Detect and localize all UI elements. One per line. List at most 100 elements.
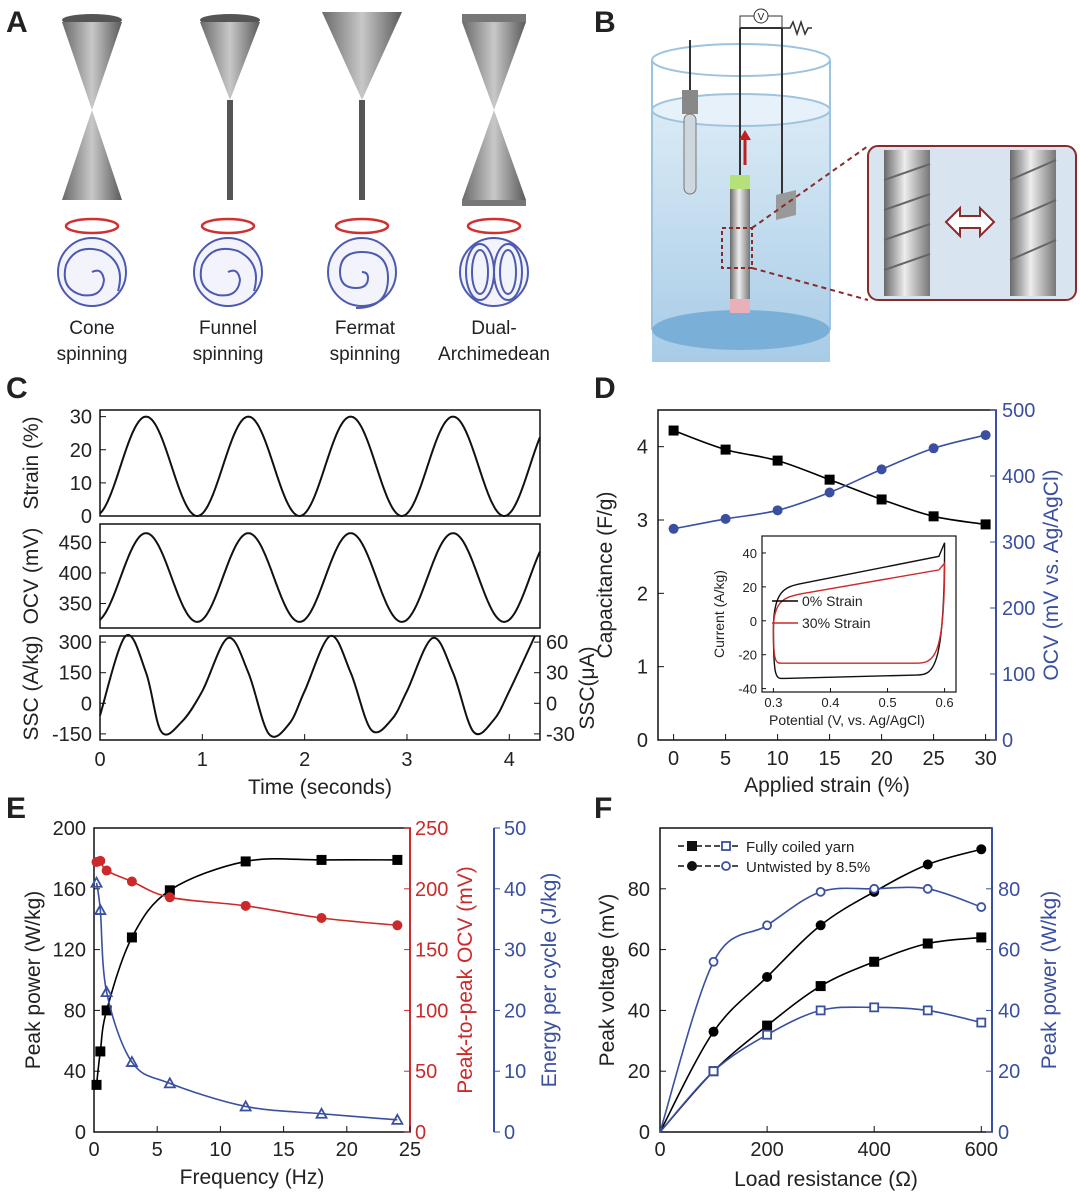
circuit: V — [739, 8, 812, 37]
chart-e-point — [101, 1005, 112, 1016]
chart-f-ytick-label: 60 — [628, 940, 650, 962]
chart-d-inset-cv-curve — [772, 561, 946, 664]
chart-c-xtick-label: 3 — [401, 749, 412, 771]
panel-letter-e: E — [6, 792, 26, 825]
chart-e-point — [101, 865, 112, 876]
reference-electrode — [682, 40, 698, 195]
chart-c-y2tick-label: -30 — [546, 724, 575, 746]
panel-letter-c: C — [6, 372, 28, 405]
chart-f-series-line — [659, 1006, 982, 1133]
chart-d-inset-legend-label: 0% Strain — [802, 593, 863, 609]
funnel-label-1: Funnel — [199, 318, 257, 339]
chart-f-point — [976, 902, 987, 912]
chart-d-ytick-label: 3 — [637, 510, 648, 532]
chart-e-y3tick-label: 0 — [504, 1122, 515, 1144]
chart-e-ytick-label: 80 — [64, 1000, 86, 1022]
cone-label-2: spinning — [57, 344, 128, 365]
chart-d-y2tick-label: 400 — [1002, 466, 1035, 488]
chart-d-xtick-label: 15 — [818, 748, 840, 770]
chart-f-ytick-label: 20 — [628, 1061, 650, 1083]
panel-letter-a: A — [6, 6, 28, 39]
chart-d-inset-ytick-label: 0 — [750, 614, 757, 629]
chart-f-point — [708, 956, 719, 967]
chart-c-xtick-label: 2 — [299, 749, 310, 771]
chart-d-xtick-label: 25 — [922, 748, 944, 770]
spiral-cross-sections — [57, 237, 529, 309]
chart-f-point — [708, 1066, 719, 1077]
chart-d-y2tick-label: 100 — [1002, 664, 1035, 686]
chart-d-point — [876, 494, 887, 505]
chart-e-xtick-label: 5 — [152, 1139, 163, 1161]
chart-c-y2tick-label: 0 — [546, 693, 557, 715]
chart-c-frame — [99, 409, 541, 517]
chart-c-ytick-label: 450 — [59, 532, 92, 554]
panel-letters: A B C D E F — [6, 6, 616, 825]
chart-e-y2tick-label: 50 — [415, 1061, 437, 1083]
chart-c-y2tick-label: 60 — [546, 632, 568, 654]
chart-e-y3tick-label: 30 — [504, 940, 526, 962]
chart-e-point — [392, 854, 403, 865]
chart-c-xtick-label: 4 — [504, 749, 515, 771]
chart-e-y3tick-label: 10 — [504, 1061, 526, 1083]
chart-f-ytick-label: 80 — [628, 879, 650, 901]
chart-f-point — [815, 886, 826, 897]
chart-d-y2tick-label: 300 — [1002, 532, 1035, 554]
chart-f-ylabel: Peak voltage (mV) — [596, 894, 619, 1067]
chart-f-xtick-label: 200 — [750, 1139, 783, 1161]
chart-f-y2tick-label: 80 — [998, 879, 1020, 901]
chart-e-y2tick-label: 100 — [415, 1000, 448, 1022]
panel-b: V — [651, 8, 1077, 362]
panel-letter-b: B — [594, 6, 616, 39]
chart-e-point — [89, 875, 104, 888]
chart-e-ytick-label: 200 — [53, 818, 86, 840]
chart-c-ytick-label: 150 — [59, 663, 92, 685]
chart-e-point — [164, 892, 175, 903]
chart-d-point — [720, 444, 731, 455]
chart-c-xtick-label: 1 — [197, 749, 208, 771]
chart-e-xtick-label: 15 — [272, 1139, 294, 1161]
chart-e-point — [314, 1106, 329, 1119]
chart-e-point — [164, 885, 175, 896]
chart-f-ytick-label: 0 — [639, 1122, 650, 1144]
chart-f-point — [815, 1005, 826, 1016]
chart-c-ytick-label: -150 — [52, 724, 92, 746]
fermat-label-1: Fermat — [335, 318, 396, 339]
chart-d-point — [876, 464, 887, 475]
chart-d-inset-ytick-label: 40 — [743, 546, 757, 561]
chart-c-xtick-label: 0 — [94, 749, 105, 771]
chart-d-point — [668, 425, 679, 436]
chart-d-ytick-label: 2 — [637, 583, 648, 605]
chart-d-xtick-label: 30 — [974, 748, 996, 770]
chart-d-point — [772, 455, 783, 466]
chart-e-xtick-label: 10 — [209, 1139, 231, 1161]
chart-e-series-line — [96, 859, 398, 927]
chart-d-point — [928, 443, 939, 454]
chart-d-xtick-label: 5 — [720, 748, 731, 770]
chart-d-inset-ytick-label: -20 — [738, 648, 757, 663]
chart-f-xtick-label: 600 — [965, 1139, 998, 1161]
chart-e-point — [125, 1055, 139, 1067]
chart-c-xlabel: Time (seconds) — [248, 776, 392, 799]
chart-d-point — [668, 523, 679, 534]
panel-letter-d: D — [594, 372, 616, 405]
funnel-label-2: spinning — [193, 344, 264, 365]
chart-e-point — [126, 932, 137, 943]
chart-f-legend-marker — [721, 841, 731, 851]
chart-f-point — [762, 971, 773, 982]
chart-f-series-line — [659, 936, 982, 1133]
chart-e-xtick-label: 20 — [336, 1139, 358, 1161]
chart-d-point — [980, 430, 991, 441]
chart-c-ytick-label: 0 — [81, 693, 92, 715]
chart-e-ytick-label: 160 — [53, 879, 86, 901]
yarn-electrode — [721, 28, 753, 313]
chart-e-point — [95, 1046, 106, 1057]
chart-d-point — [720, 513, 731, 524]
chart-e-ytick-label: 120 — [53, 940, 86, 962]
chart-f-point — [976, 1017, 987, 1028]
chart-e-frame — [93, 827, 411, 1133]
fermat-spinning-illustration — [322, 12, 402, 200]
chart-f-point — [762, 1029, 772, 1040]
chart-c-series-line — [99, 532, 541, 623]
